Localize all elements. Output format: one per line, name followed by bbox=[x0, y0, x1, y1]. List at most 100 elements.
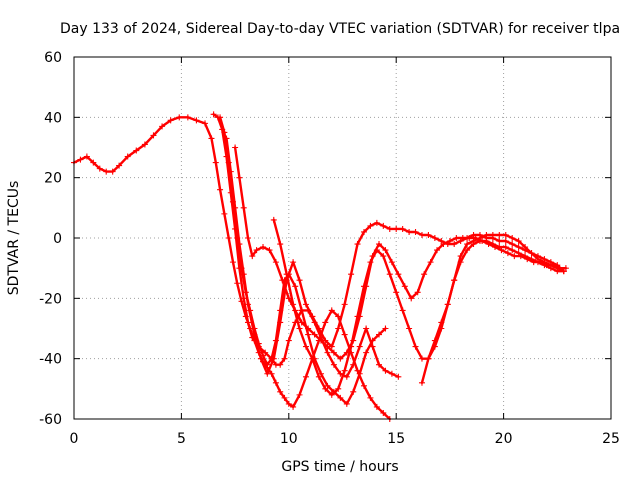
data-point bbox=[290, 259, 297, 266]
data-point bbox=[281, 355, 288, 362]
data-point bbox=[393, 289, 400, 296]
data-point bbox=[418, 231, 425, 238]
data-point bbox=[380, 253, 387, 260]
series-line bbox=[212, 113, 400, 378]
data-point bbox=[208, 135, 215, 142]
data-point bbox=[244, 319, 251, 326]
x-tick-label: 25 bbox=[602, 431, 620, 447]
data-point bbox=[322, 319, 329, 326]
data-point bbox=[393, 225, 400, 232]
data-point bbox=[350, 388, 357, 395]
data-point bbox=[502, 231, 509, 238]
y-tick-label: 60 bbox=[44, 50, 62, 66]
data-point bbox=[560, 268, 567, 275]
data-point bbox=[341, 331, 348, 338]
data-point bbox=[451, 277, 458, 284]
data-point bbox=[350, 361, 357, 368]
x-tick-label: 0 bbox=[70, 431, 79, 447]
data-point bbox=[489, 241, 496, 248]
data-point bbox=[509, 247, 516, 254]
data-point bbox=[380, 222, 387, 229]
data-point bbox=[341, 367, 348, 374]
data-point bbox=[341, 301, 348, 308]
data-point bbox=[427, 259, 434, 266]
data-point bbox=[236, 241, 243, 248]
series-line bbox=[272, 218, 565, 397]
data-point bbox=[360, 228, 367, 235]
data-point bbox=[528, 256, 535, 263]
data-point bbox=[373, 247, 380, 254]
data-point bbox=[217, 114, 224, 121]
data-point bbox=[414, 289, 421, 296]
data-point bbox=[212, 159, 219, 166]
data-point bbox=[438, 319, 445, 326]
data-point bbox=[483, 238, 490, 245]
data-point bbox=[296, 277, 303, 284]
data-point bbox=[322, 385, 329, 392]
data-point bbox=[515, 250, 522, 257]
data-point bbox=[77, 156, 84, 163]
grid-lines bbox=[74, 57, 611, 419]
data-point bbox=[337, 355, 344, 362]
data-point bbox=[367, 222, 374, 229]
data-point bbox=[457, 253, 464, 260]
data-point bbox=[277, 388, 284, 395]
data-point bbox=[360, 382, 367, 389]
data-point bbox=[509, 241, 516, 248]
data-point bbox=[547, 262, 554, 269]
data-point bbox=[369, 337, 376, 344]
data-point bbox=[281, 394, 288, 401]
data-point bbox=[277, 361, 284, 368]
data-point bbox=[395, 271, 402, 278]
data-point bbox=[440, 241, 447, 248]
series-trace-g bbox=[418, 231, 567, 386]
data-point bbox=[272, 379, 279, 386]
data-point bbox=[483, 231, 490, 238]
data-point bbox=[562, 265, 569, 272]
y-tick-label: 20 bbox=[44, 171, 62, 187]
data-point bbox=[225, 235, 232, 241]
data-point bbox=[292, 283, 299, 290]
data-point bbox=[279, 277, 286, 284]
data-point bbox=[83, 153, 90, 160]
data-point bbox=[210, 111, 217, 118]
data-point bbox=[296, 391, 303, 398]
x-tick-label: 10 bbox=[280, 431, 298, 447]
data-point bbox=[496, 231, 503, 238]
data-point bbox=[309, 355, 316, 362]
data-point bbox=[522, 253, 529, 260]
data-point bbox=[459, 235, 466, 241]
data-point bbox=[502, 238, 509, 245]
data-point bbox=[360, 283, 367, 290]
data-point bbox=[356, 343, 363, 350]
data-point bbox=[283, 271, 290, 278]
data-point bbox=[534, 256, 541, 263]
x-tick-label: 5 bbox=[177, 431, 186, 447]
data-point bbox=[328, 391, 335, 398]
data-point bbox=[90, 159, 97, 166]
data-point bbox=[438, 238, 445, 245]
data-point bbox=[425, 355, 432, 362]
plot-frame bbox=[73, 56, 612, 420]
data-point bbox=[193, 117, 200, 124]
y-tick-label: -20 bbox=[39, 291, 62, 307]
data-point bbox=[434, 247, 441, 254]
data-point bbox=[309, 313, 316, 320]
data-point bbox=[395, 373, 402, 380]
data-point bbox=[421, 271, 428, 278]
x-tick-label: 15 bbox=[387, 431, 405, 447]
data-point bbox=[399, 225, 406, 232]
data-point bbox=[388, 370, 395, 377]
data-point bbox=[236, 174, 243, 181]
data-point bbox=[382, 325, 389, 332]
data-point bbox=[376, 331, 383, 338]
data-point bbox=[328, 307, 335, 314]
data-point bbox=[244, 235, 251, 241]
y-tick-label: 40 bbox=[44, 110, 62, 126]
data-point bbox=[227, 168, 234, 175]
y-tick-label: 0 bbox=[53, 231, 62, 247]
data-point bbox=[124, 153, 131, 160]
data-point bbox=[133, 147, 140, 154]
data-point bbox=[509, 235, 516, 241]
data-point bbox=[249, 253, 256, 260]
